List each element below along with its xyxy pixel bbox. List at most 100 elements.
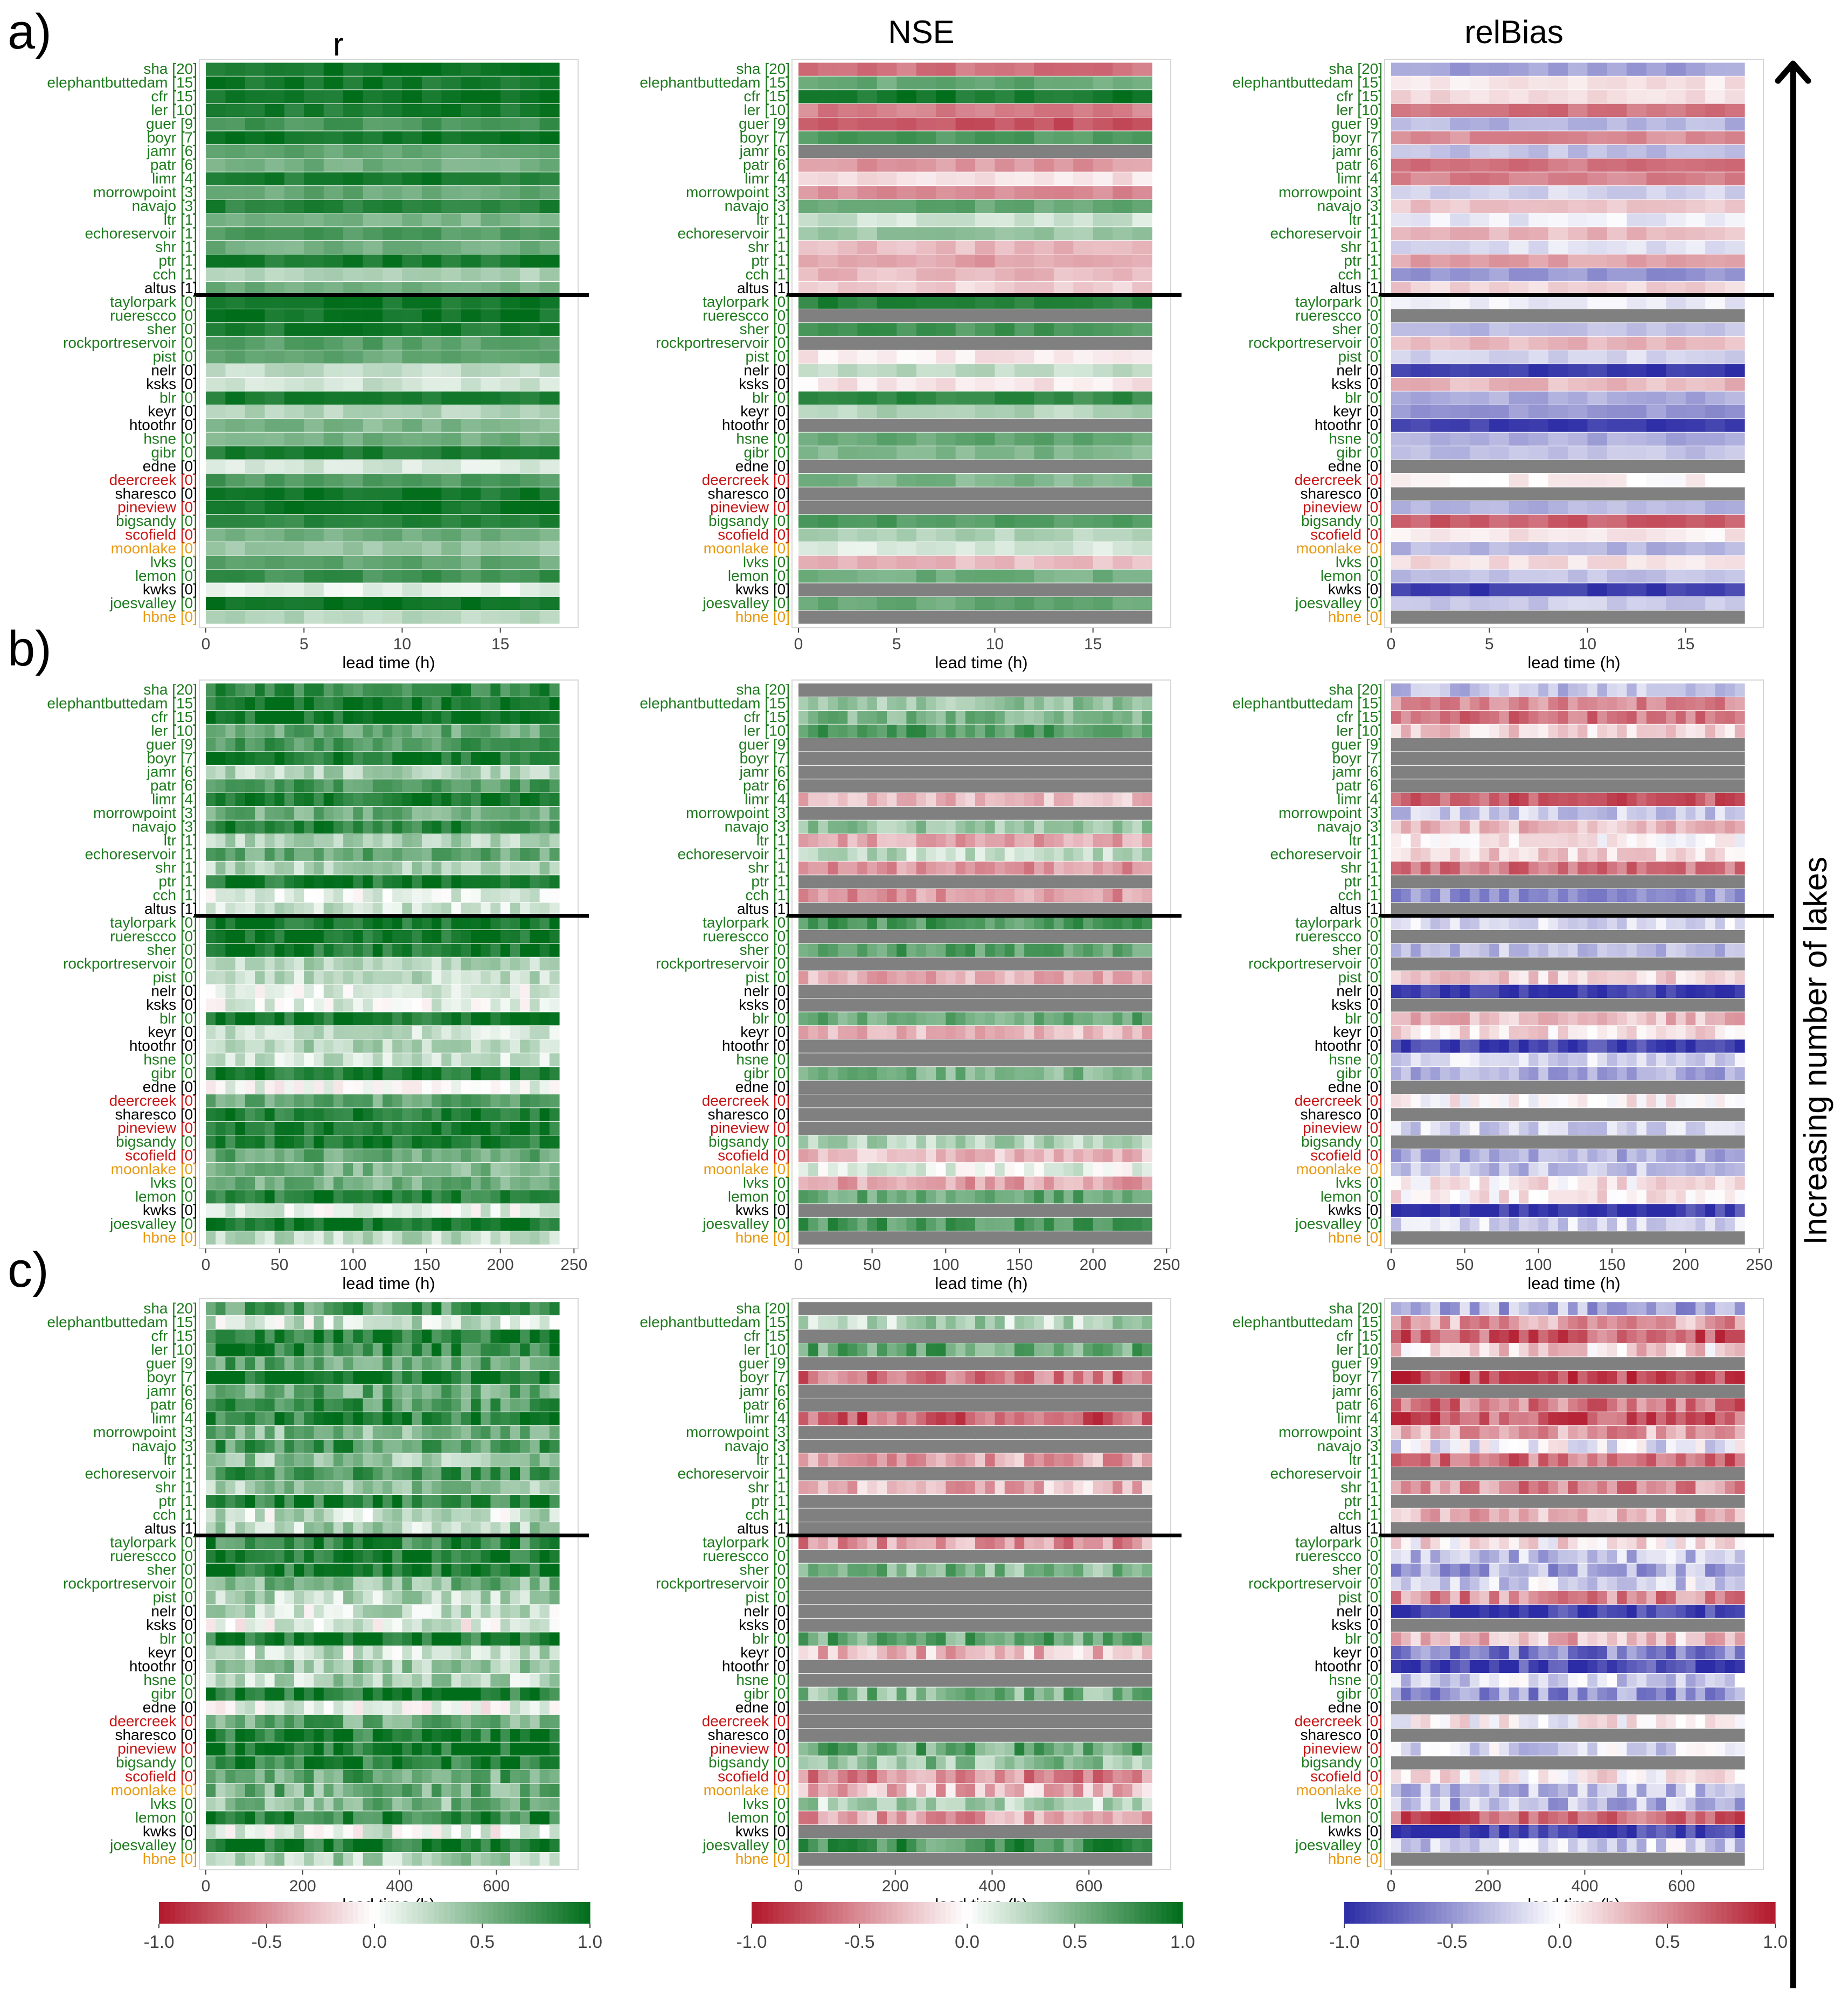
station-label: moonlake [0] (704, 540, 790, 557)
heatmap-cell (314, 793, 324, 807)
heatmap-cell (955, 738, 966, 752)
heatmap-cell (490, 861, 501, 875)
heatmap-cell (304, 596, 324, 611)
heatmap-cell (471, 971, 481, 984)
heatmap-cell (837, 916, 848, 929)
heatmap-cell (421, 419, 442, 432)
heatmap-cell (206, 213, 226, 227)
heatmap-cell (549, 752, 560, 765)
heatmap-cell (1113, 848, 1123, 861)
heatmap-cell (1509, 240, 1529, 254)
heatmap-cell (1529, 172, 1549, 186)
heatmap-cell (402, 391, 422, 405)
heatmap-cell (451, 1039, 462, 1053)
heatmap-cell (294, 1053, 304, 1067)
heatmap-cell (284, 144, 304, 158)
heatmap-cell (520, 724, 530, 738)
heatmap-cell (294, 1149, 304, 1163)
heatmap-cell (245, 916, 255, 929)
heatmap-cell (383, 336, 402, 350)
heatmap-cell (857, 596, 878, 611)
heatmap-cell (1122, 752, 1133, 765)
heatmap-cell (867, 1012, 878, 1025)
heatmap-cell (520, 807, 530, 820)
heatmap-cell (206, 1231, 216, 1245)
heatmap-cell (206, 556, 226, 569)
heatmap-cell (225, 227, 246, 240)
heatmap-cell (441, 765, 452, 779)
heatmap-cell (402, 998, 413, 1012)
station-label: ksks [0] (146, 376, 197, 392)
heatmap-cell (363, 144, 383, 158)
station-label: lvks [0] (150, 1174, 197, 1191)
heatmap-cell (412, 1025, 422, 1039)
heatmap-cell (798, 861, 809, 875)
heatmap-cell (383, 63, 402, 76)
heatmap-cell (1004, 903, 1015, 916)
heatmap-cell (916, 323, 936, 336)
heatmap-cell (946, 752, 956, 765)
heatmap-cell (402, 1163, 413, 1176)
heatmap-cell (549, 738, 560, 752)
heatmap-cell (1548, 460, 1568, 473)
heatmap-cell (857, 515, 878, 528)
heatmap-cell (343, 501, 364, 515)
heatmap-cell (1548, 611, 1568, 624)
heatmap-cell (1014, 861, 1025, 875)
heatmap-cell (828, 697, 838, 711)
heatmap-cell (363, 752, 373, 765)
heatmap-cell (1430, 131, 1450, 144)
heatmap-cell (1113, 711, 1123, 724)
heatmap-cell (461, 1217, 471, 1231)
heatmap-cell (1391, 103, 1411, 117)
heatmap-cell (1073, 611, 1094, 624)
heatmap-cell (1587, 227, 1608, 240)
heatmap-cell (1034, 779, 1045, 793)
heatmap-cell (294, 1025, 304, 1039)
heatmap-cell (530, 820, 540, 834)
heatmap-cell (1132, 432, 1152, 446)
heatmap-cell (877, 1012, 887, 1025)
heatmap-cell (1073, 117, 1094, 131)
heatmap-cell (1142, 1080, 1152, 1094)
heatmap-cell (975, 528, 995, 542)
heatmap-cell (818, 254, 838, 268)
heatmap-cell (798, 793, 809, 807)
heatmap-cell (333, 1025, 344, 1039)
heatmap-cell (1725, 528, 1745, 542)
heatmap-cell (1034, 1067, 1045, 1080)
station-label: bigsandy [0] (708, 512, 790, 529)
heatmap-cell (539, 971, 550, 984)
heatmap-cell (539, 738, 550, 752)
heatmap-cell (1509, 460, 1529, 473)
heatmap-cell (916, 779, 927, 793)
heatmap-cell (206, 807, 216, 820)
heatmap-cell (985, 724, 995, 738)
heatmap-cell (1053, 76, 1074, 90)
heatmap-cell (1093, 916, 1103, 929)
heatmap-cell (906, 765, 917, 779)
heatmap-cell (1646, 63, 1666, 76)
heatmap-cell (1034, 117, 1054, 131)
heatmap-cell (1122, 1067, 1133, 1080)
heatmap-cell (1073, 596, 1094, 611)
heatmap-cell (1529, 570, 1549, 583)
heatmap-cell (1450, 542, 1470, 556)
heatmap-cell (363, 419, 383, 432)
heatmap-cell (1093, 697, 1103, 711)
heatmap-cell (471, 957, 481, 971)
heatmap-cell (471, 820, 481, 834)
heatmap-cell (451, 1094, 462, 1108)
heatmap-cell (1093, 807, 1103, 820)
heatmap-cell (1548, 446, 1568, 460)
heatmap-cell (837, 1025, 848, 1039)
heatmap-cell (1093, 76, 1113, 90)
heatmap-cell (363, 971, 373, 984)
heatmap-cell (481, 336, 501, 350)
heatmap-cell (1083, 984, 1094, 998)
heatmap-cell (1391, 158, 1411, 172)
heatmap-cell (539, 336, 560, 350)
heatmap-cell (481, 144, 501, 158)
heatmap-cell (530, 834, 540, 848)
heatmap-cell (1004, 779, 1015, 793)
